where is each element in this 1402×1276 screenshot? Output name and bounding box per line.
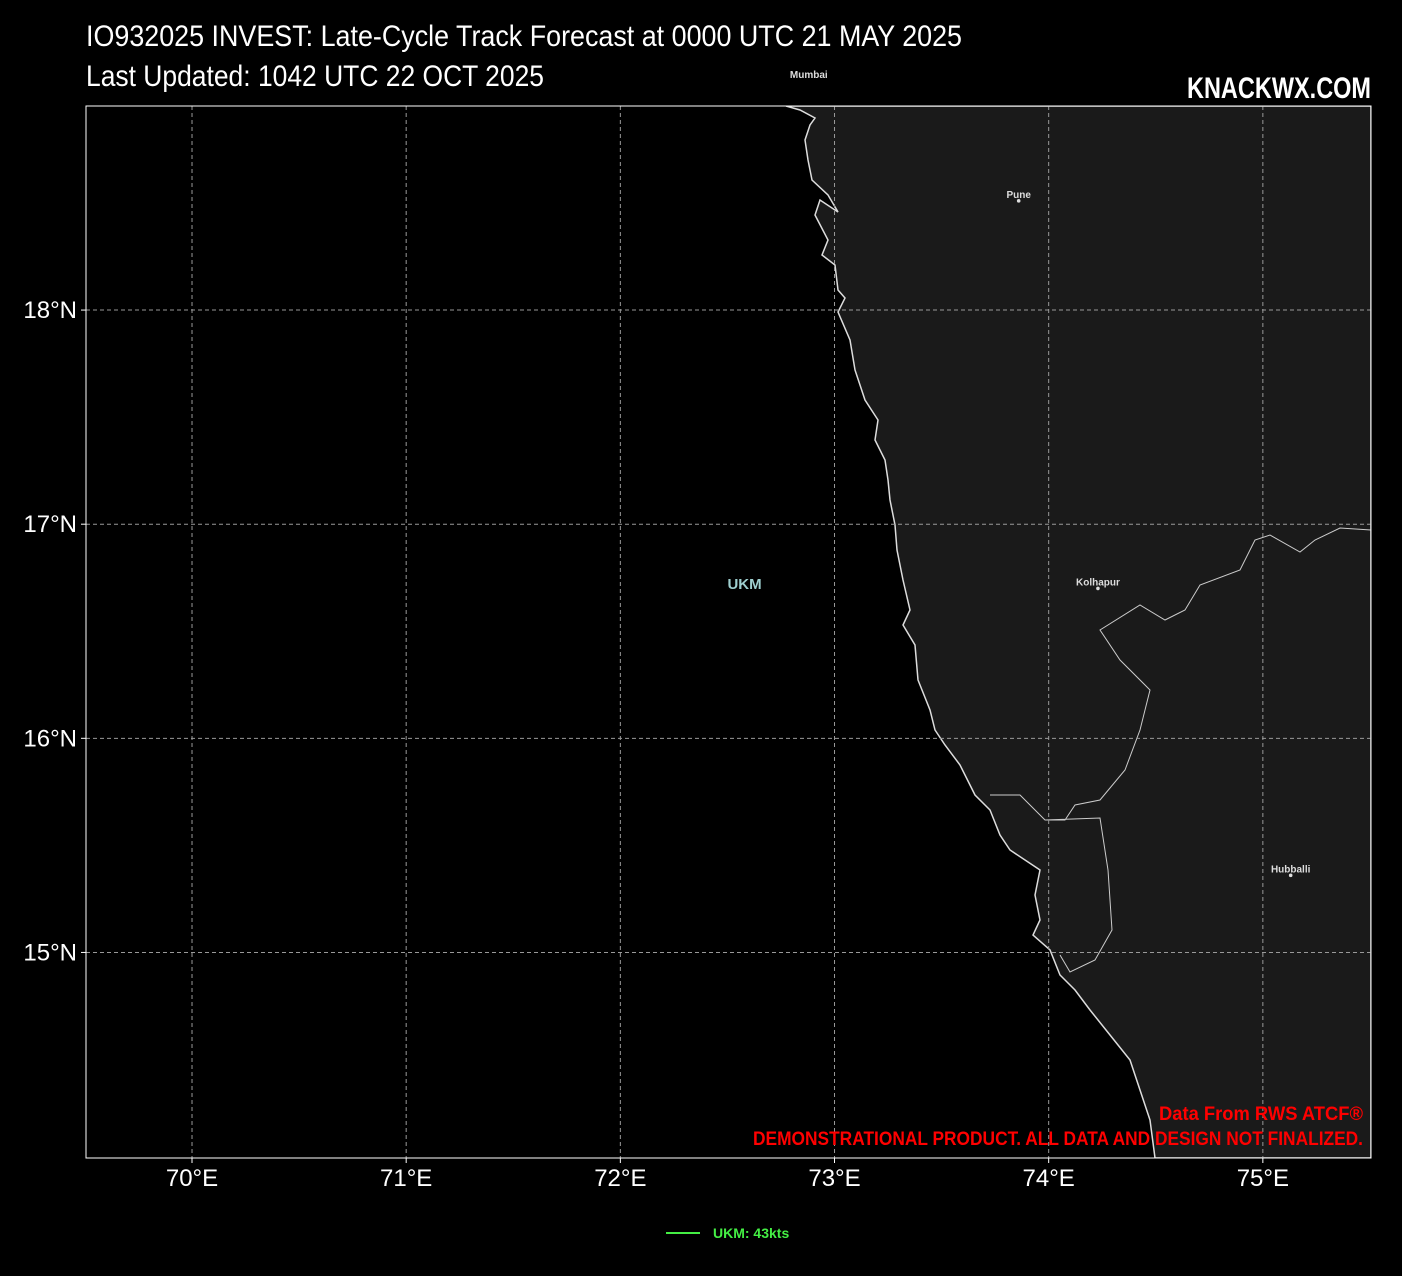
plot-frame — [85, 105, 1372, 1159]
credit: Data From RWS ATCF® — [1159, 1104, 1363, 1125]
x-tick-label: 72°E — [594, 1165, 646, 1192]
legend-label: UKM: 43kts — [713, 1225, 789, 1241]
state-border — [990, 527, 1371, 973]
city-label: Kolhapur — [1076, 577, 1120, 588]
y-tick-label: 17°N — [23, 511, 77, 538]
x-tick-label: 70°E — [166, 1165, 218, 1192]
x-tick-label: 75°E — [1237, 1165, 1289, 1192]
x-tick-label: 74°E — [1023, 1165, 1075, 1192]
y-tick-label: 16°N — [23, 725, 77, 752]
storm-label: UKM — [727, 576, 761, 593]
city-label: Hubballi — [1271, 864, 1311, 875]
subtitle: Last Updated: 1042 UTC 22 OCT 2025 — [86, 60, 544, 93]
land — [785, 106, 1371, 1158]
brand: KNACKWX.COM — [1187, 72, 1371, 105]
city-dot — [1016, 199, 1021, 203]
x-tick-label: 73°E — [808, 1165, 860, 1192]
city-dot — [1288, 873, 1293, 878]
y-tick-label: 18°N — [23, 297, 77, 324]
city-label: Mumbai — [790, 70, 828, 81]
city-dot — [1096, 586, 1100, 591]
city-label: Pune — [1006, 190, 1031, 201]
title: IO932025 INVEST: Late-Cycle Track Foreca… — [86, 20, 962, 53]
credit: DEMONSTRATIONAL PRODUCT. ALL DATA AND DE… — [753, 1129, 1363, 1150]
y-tick-label: 15°N — [23, 939, 77, 966]
x-tick-label: 71°E — [380, 1165, 432, 1192]
